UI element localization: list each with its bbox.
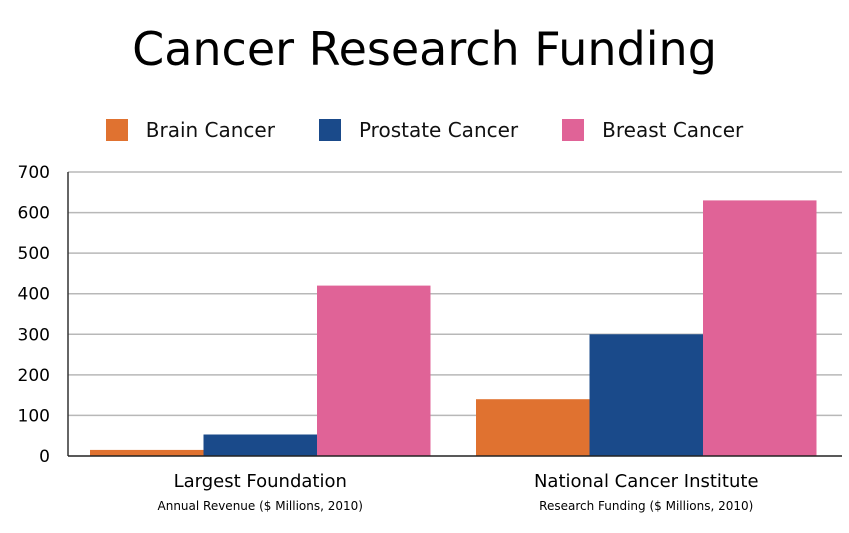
- x-category-sublabel: Annual Revenue ($ Millions, 2010): [158, 499, 363, 513]
- legend-item-breast: Breast Cancer: [562, 118, 743, 142]
- y-tick-label: 400: [18, 285, 50, 305]
- legend-label-breast: Breast Cancer: [602, 118, 744, 142]
- y-tick-label: 200: [18, 366, 50, 386]
- bar-breast-cancer: [703, 200, 817, 456]
- y-tick-label: 0: [39, 447, 50, 467]
- bar-brain-cancer: [476, 399, 590, 456]
- bar-prostate-cancer: [203, 434, 317, 456]
- y-tick-label: 600: [18, 204, 50, 224]
- bar-prostate-cancer: [589, 334, 703, 456]
- legend-swatch-prostate: [318, 119, 341, 141]
- x-category-label: Largest Foundation: [174, 471, 347, 492]
- legend-item-brain: Brain Cancer: [105, 118, 275, 142]
- legend-swatch-brain: [105, 119, 128, 141]
- legend: Brain Cancer Prostate Cancer Breast Canc…: [0, 118, 849, 142]
- chart-title: Cancer Research Funding: [132, 22, 717, 76]
- legend-label-brain: Brain Cancer: [145, 118, 275, 142]
- legend-swatch-breast: [562, 119, 585, 141]
- bar-breast-cancer: [317, 285, 431, 456]
- x-category-label: National Cancer Institute: [534, 471, 759, 492]
- x-category-sublabel: Research Funding ($ Millions, 2010): [539, 499, 753, 513]
- y-tick-label: 500: [18, 244, 50, 264]
- y-tick-label: 100: [18, 406, 50, 426]
- bar-brain-cancer: [90, 449, 204, 456]
- legend-label-prostate: Prostate Cancer: [358, 118, 519, 142]
- legend-item-prostate: Prostate Cancer: [318, 118, 519, 142]
- y-tick-label: 700: [18, 163, 50, 183]
- y-tick-label: 300: [18, 325, 50, 345]
